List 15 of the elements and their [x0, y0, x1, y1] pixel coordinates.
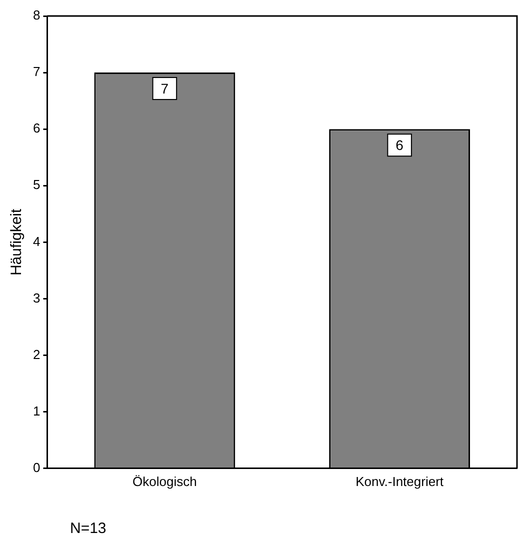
y-tick-label: 6 [32, 120, 40, 136]
y-tick-label: 8 [32, 8, 40, 23]
y-axis-title: Häufigkeit [8, 208, 26, 276]
y-tick-label: 0 [32, 460, 40, 475]
y-tick-label: 4 [32, 234, 40, 249]
y-tick-label: 7 [32, 64, 40, 80]
data-label: 7 [160, 80, 169, 96]
y-tick-label: 3 [32, 290, 40, 306]
y-tick-label: 1 [32, 403, 40, 418]
x-tick-label: Ökologisch [132, 474, 197, 489]
data-label: 6 [396, 136, 404, 153]
y-tick-label: 5 [32, 177, 40, 192]
x-tick-label: Konv.-Integriert [356, 474, 444, 489]
y-tick-label: 2 [32, 346, 40, 362]
text: N=13 [69, 520, 108, 537]
